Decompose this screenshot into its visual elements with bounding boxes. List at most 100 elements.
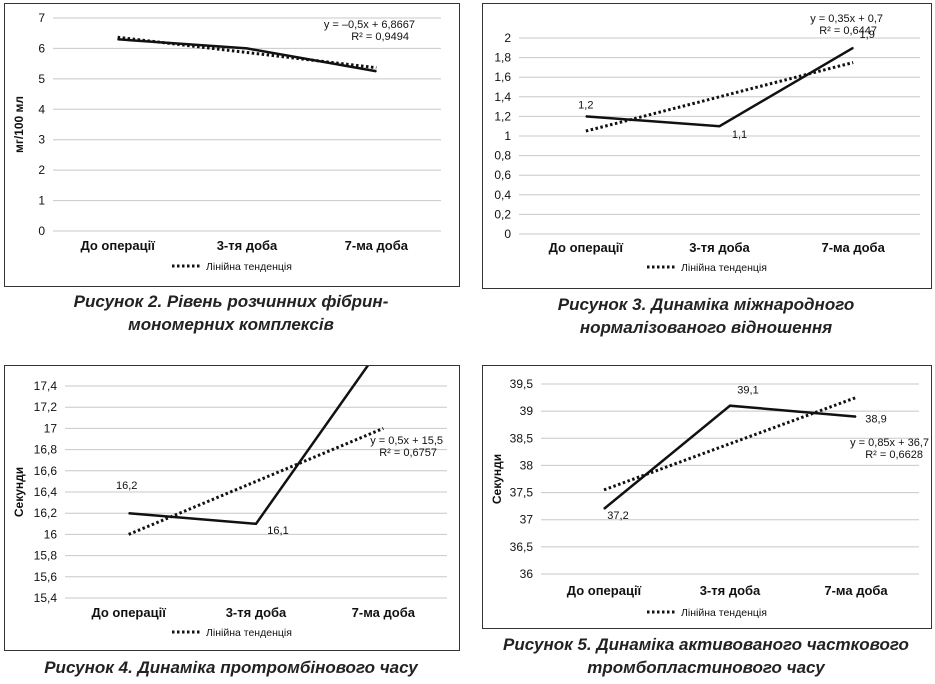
x-category-label: До операції <box>567 583 642 598</box>
x-category-label: До операції <box>91 605 166 620</box>
chart-panel-fig5: 36 36,5 37 37,5 38 38,5 39 39,5 До операції 3-тя … <box>482 365 932 629</box>
y-tick-label: 1,8 <box>494 51 511 65</box>
chart-panel-fig3: 0 0,2 0,4 0,6 0,8 1 1,2 1,4 1,6 1,8 2 До операції 3-… <box>482 3 932 289</box>
data-label: 1,1 <box>732 129 747 141</box>
y-tick-label: 1 <box>504 129 511 143</box>
x-category-label: 3-тя доба <box>689 240 750 255</box>
x-category-label: 3-тя доба <box>226 605 287 620</box>
y-tick-label: 38 <box>520 458 534 472</box>
y-tick-label: 17 <box>44 421 58 435</box>
y-tick-label: 36,5 <box>510 540 534 554</box>
y-tick-label: 0 <box>504 227 511 241</box>
data-point <box>852 47 854 49</box>
y-tick-label: 15,4 <box>34 591 58 605</box>
y-tick-label: 38,5 <box>510 431 534 445</box>
y-tick-label: 0,2 <box>494 207 511 221</box>
chart-fig2-svg: 0 1 2 3 4 5 6 7 До операції 3-тя доба 7-ма доба мг/… <box>12 11 441 273</box>
data-label: 1,9 <box>860 29 875 41</box>
series-line <box>585 46 854 128</box>
caption-fig5-line2: тромбопластинового часу <box>587 658 825 677</box>
x-category-label: 3-тя доба <box>217 238 278 253</box>
trendline <box>128 427 384 536</box>
y-tick-label: 0 <box>38 224 45 238</box>
y-tick-label: 17,4 <box>34 379 58 393</box>
chart-fig3-svg: 0 0,2 0,4 0,6 0,8 1 1,2 1,4 1,6 1,8 2 До операції 3-… <box>494 13 920 274</box>
data-point <box>603 508 605 510</box>
y-tick-label: 16,4 <box>34 485 58 499</box>
caption-fig2-line2: мономерних комплексів <box>128 315 334 334</box>
y-tick-label: 4 <box>38 102 45 116</box>
caption-fig4-line1: Рисунок 4. Динаміка протромбінового часу <box>44 658 418 677</box>
caption-fig5: Рисунок 5. Динаміка активованого частков… <box>482 633 930 679</box>
y-tick-label: 16,6 <box>34 464 58 478</box>
y-tick-label: 37,5 <box>510 486 534 500</box>
data-label: 38,9 <box>865 414 886 426</box>
data-point <box>585 115 587 117</box>
y-tick-label: 15,6 <box>34 570 58 584</box>
series-line <box>603 404 857 510</box>
x-category-label: До операції <box>80 238 155 253</box>
y-tick-label: 15,8 <box>34 549 58 563</box>
y-tick-label: 1,6 <box>494 70 511 84</box>
data-point <box>255 523 257 525</box>
y-tick-label: 16,2 <box>34 506 58 520</box>
y-axis-label: Секунди <box>12 467 26 517</box>
data-point <box>117 38 119 40</box>
trendline-r2: R² = 0,9494 <box>351 31 409 43</box>
x-category-label: 7-ма доба <box>822 240 886 255</box>
trendline-equation: y = 0,85x + 36,7 <box>850 437 929 449</box>
y-tick-label: 36 <box>520 567 534 581</box>
y-tick-label: 5 <box>38 72 45 86</box>
y-tick-label: 2 <box>504 31 511 45</box>
trendline-equation: y = –0,5x + 6,8667 <box>324 19 415 31</box>
y-tick-label: 16,8 <box>34 443 58 457</box>
y-axis-label: мг/100 мл <box>12 96 26 153</box>
data-label: 39,1 <box>737 385 758 397</box>
x-category-label: 7-ма доба <box>352 605 416 620</box>
data-label: 1,2 <box>578 99 593 111</box>
data-label: 37,2 <box>607 510 628 522</box>
trendline-r2: R² = 0,6757 <box>379 447 437 459</box>
series-line <box>128 366 370 526</box>
caption-fig3: Рисунок 3. Динаміка міжнародного нормалі… <box>482 293 930 339</box>
legend-label: Лінійна тенденція <box>206 261 292 273</box>
y-tick-label: 16 <box>44 527 58 541</box>
y-tick-label: 1 <box>38 194 45 208</box>
y-tick-label: 37 <box>520 513 534 527</box>
chart-fig5-svg: 36 36,5 37 37,5 38 38,5 39 39,5 До операції 3-тя … <box>490 377 929 619</box>
legend-label: Лінійна тенденція <box>681 262 767 274</box>
y-tick-label: 39 <box>520 404 534 418</box>
legend-label: Лінійна тенденція <box>681 607 767 619</box>
legend-label: Лінійна тенденція <box>206 627 292 639</box>
x-category-label: 7-ма доба <box>824 583 888 598</box>
trendline-r2: R² = 0,6628 <box>865 449 923 461</box>
chart-panel-fig4: 15,4 15,6 15,8 16 16,2 16,4 16,6 16,8 17 17,2 17,4… <box>4 365 460 651</box>
data-point <box>719 125 720 127</box>
data-point <box>729 405 731 407</box>
trendline-r2: R² = 0,6447 <box>819 25 877 37</box>
caption-fig2-line1: Рисунок 2. Рівень розчинних фібрин- <box>73 292 389 311</box>
caption-fig4: Рисунок 4. Динаміка протромбінового часу <box>4 656 458 679</box>
x-category-label: До операції <box>549 240 624 255</box>
series-line <box>117 38 377 73</box>
y-tick-label: 39,5 <box>510 377 534 391</box>
y-tick-label: 1,4 <box>494 90 511 104</box>
y-tick-label: 1,2 <box>494 109 511 123</box>
y-tick-label: 0,8 <box>494 149 511 163</box>
data-point <box>855 416 857 418</box>
data-label: 16,1 <box>267 525 288 537</box>
y-tick-label: 0,4 <box>494 188 511 202</box>
x-category-label: 3-тя доба <box>700 583 761 598</box>
x-category-label: 7-ма доба <box>345 238 409 253</box>
data-point <box>128 512 130 514</box>
trendline-equation: y = 0,5x + 15,5 <box>370 435 443 447</box>
data-label: 16,2 <box>116 480 137 492</box>
y-tick-label: 7 <box>38 11 45 25</box>
chart-panel-fig2: 0 1 2 3 4 5 6 7 До операції 3-тя доба 7-ма доба мг/… <box>4 3 460 287</box>
caption-fig3-line1: Рисунок 3. Динаміка міжнародного <box>557 295 855 314</box>
y-tick-label: 0,6 <box>494 168 511 182</box>
y-tick-label: 3 <box>38 133 45 147</box>
data-point <box>246 47 248 49</box>
y-tick-label: 17,2 <box>34 400 58 414</box>
y-tick-label: 6 <box>38 41 45 55</box>
